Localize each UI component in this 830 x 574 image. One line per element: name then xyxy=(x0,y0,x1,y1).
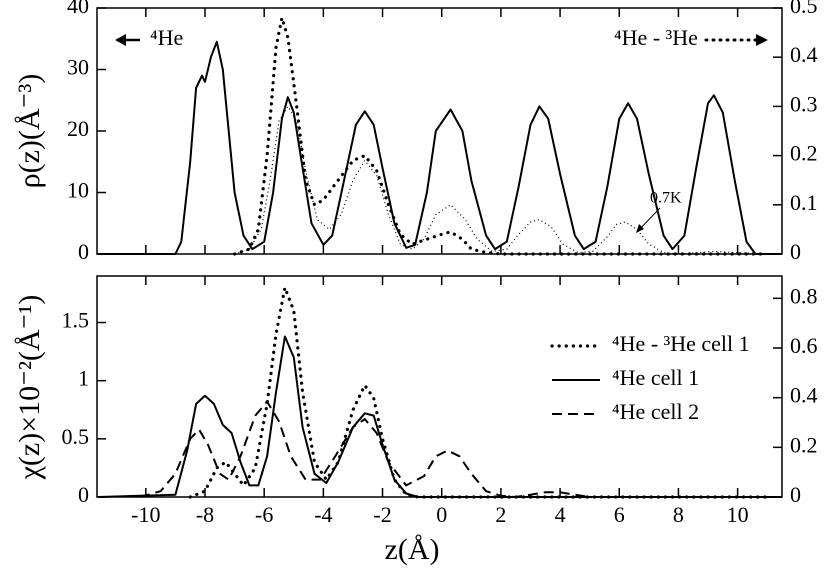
x-axis-label: z(Å) xyxy=(385,533,440,566)
series-line xyxy=(234,105,768,255)
annotation: ⁴He - ³He xyxy=(614,25,698,50)
series-line xyxy=(233,16,769,256)
annotation: 0.7K xyxy=(650,190,682,207)
series-line xyxy=(188,286,769,499)
x-tick-label: 2 xyxy=(495,502,506,527)
x-tick-label: 4 xyxy=(555,502,566,527)
y2-tick-label: 0 xyxy=(790,482,801,507)
series-line xyxy=(139,400,768,498)
plot-frame xyxy=(96,275,783,498)
y-tick-label: 0 xyxy=(78,239,89,264)
y2-tick-label: 0.3 xyxy=(790,91,818,116)
series-line xyxy=(98,40,782,255)
x-tick-label: 6 xyxy=(614,502,625,527)
y2-tick-label: 0.2 xyxy=(790,141,818,166)
y-axis-label: ρ(z)(Å⁻³) xyxy=(13,74,46,189)
arrow-head xyxy=(115,34,126,46)
x-tick-label: 10 xyxy=(727,502,749,527)
y-tick-label: 20 xyxy=(67,116,89,141)
y2-tick-label: 0.4 xyxy=(790,383,818,408)
y-tick-label: 1.5 xyxy=(62,308,90,333)
y-tick-label: 0.5 xyxy=(62,424,90,449)
x-tick-label: -6 xyxy=(255,502,273,527)
y2-tick-label: 0.8 xyxy=(790,283,818,308)
y-tick-label: 10 xyxy=(67,178,89,203)
y2-tick-label: 0 xyxy=(790,239,801,264)
x-tick-label: -10 xyxy=(131,502,160,527)
y-tick-label: 40 xyxy=(67,0,89,18)
arrow-head xyxy=(756,34,768,46)
y-tick-label: 30 xyxy=(67,55,89,80)
series-line xyxy=(98,335,782,498)
x-tick-label: -4 xyxy=(314,502,332,527)
annotation: ⁴He xyxy=(150,25,183,50)
y-tick-label: 1 xyxy=(78,366,89,391)
legend-label: ⁴He cell 1 xyxy=(612,365,699,390)
y2-tick-label: 0.4 xyxy=(790,42,818,67)
x-tick-label: 8 xyxy=(673,502,684,527)
legend-label: ⁴He - ³He cell 1 xyxy=(612,331,750,356)
y2-tick-label: 0.5 xyxy=(790,0,818,18)
y2-tick-label: 0.1 xyxy=(790,190,818,215)
y-tick-label: 0 xyxy=(78,482,89,507)
y2-tick-label: 0.6 xyxy=(790,333,818,358)
y-axis-label: χ(z)×10⁻²(Å⁻¹) xyxy=(13,295,46,481)
x-tick-label: -8 xyxy=(196,502,214,527)
legend-label: ⁴He cell 2 xyxy=(612,399,699,424)
x-tick-label: 0 xyxy=(436,502,447,527)
y2-tick-label: 0.2 xyxy=(790,432,818,457)
x-tick-label: -2 xyxy=(373,502,391,527)
